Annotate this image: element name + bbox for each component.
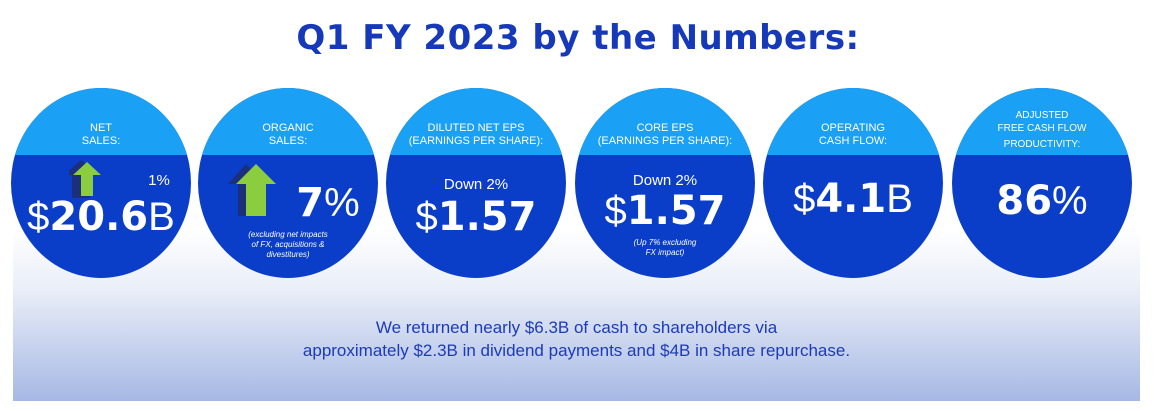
up-arrow-icon [228, 164, 276, 216]
message-line-1: We returned nearly $6.3B of cash to shar… [375, 318, 778, 337]
metric-value-row: 7% [238, 180, 378, 226]
metric-label: FREE CASH FLOW [997, 123, 1087, 134]
metric-change: 1% [148, 172, 170, 189]
up-arrow-icon [69, 160, 101, 198]
metric-net-sales: NET SALES: 1% $20.6B [11, 88, 191, 278]
metric-cap [952, 88, 1132, 155]
metric-suffix: B [886, 177, 913, 221]
metric-cap [575, 88, 755, 155]
metric-label: CORE EPS [636, 122, 694, 134]
metric-value: 1.57 [626, 188, 726, 234]
metric-value: 86 [996, 178, 1053, 224]
summary-band [13, 230, 1140, 401]
metric-label: OPERATING [821, 122, 885, 134]
metric-label: PRODUCTIVITY: [1003, 139, 1081, 150]
metric-note: (excluding net impacts [248, 230, 328, 239]
metric-organic-sales: ORGANIC SALES: 7% (excluding net impacts… [198, 88, 378, 278]
metric-value-row: 86% [952, 178, 1132, 224]
metric-cap [763, 88, 943, 155]
metric-change: Down 2% [443, 176, 509, 193]
metric-label: (EARNINGS PER SHARE): [597, 135, 733, 147]
metric-value: 7 [296, 180, 325, 226]
metric-cap [386, 88, 566, 155]
metric-label: ADJUSTED [1015, 110, 1069, 121]
metric-change: Down 2% [632, 172, 698, 189]
metric-note: of FX, acquisitions & [251, 240, 325, 249]
metric-prefix: $ [793, 177, 816, 221]
metric-label: (EARNINGS PER SHARE): [408, 135, 544, 147]
metric-value: 1.57 [437, 194, 537, 240]
metric-suffix: % [324, 181, 360, 225]
metric-note: divestitures) [266, 250, 310, 259]
message-line-2: approximately $2.3B in dividend payments… [302, 341, 851, 360]
metric-label: DILUTED NET EPS [427, 122, 525, 134]
metric-value: 20.6 [49, 194, 149, 240]
metric-diluted-eps: DILUTED NET EPS (EARNINGS PER SHARE): Do… [386, 88, 566, 278]
metric-label: NET [90, 122, 112, 134]
page-title: Q1 FY 2023 by the Numbers: [296, 18, 860, 58]
metric-label: SALES: [81, 135, 121, 147]
metric-note: FX impact) [645, 248, 685, 257]
metric-suffix: B [148, 195, 175, 239]
metric-operating-cash-flow: OPERATING CASH FLOW: $4.1B [763, 88, 943, 278]
metric-value-row: $1.57 [575, 188, 755, 234]
metric-note: (Up 7% excluding [633, 238, 697, 247]
metric-cap [198, 88, 378, 155]
metric-value-row: $1.57 [386, 194, 566, 240]
metric-suffix: % [1052, 179, 1088, 223]
metric-prefix: $ [415, 195, 438, 239]
metric-label: ORGANIC [262, 122, 314, 134]
metric-cap [11, 88, 191, 155]
metric-label: SALES: [268, 135, 308, 147]
metric-core-eps: CORE EPS (EARNINGS PER SHARE): Down 2% $… [575, 88, 755, 278]
metric-value-row: $4.1B [763, 176, 943, 222]
metric-value-row: $20.6B [11, 194, 191, 240]
metric-label: CASH FLOW: [818, 135, 888, 147]
shareholder-message: We returned nearly $6.3B of cash to shar… [13, 316, 1140, 362]
metric-value: 4.1 [815, 176, 887, 222]
metric-prefix: $ [27, 195, 50, 239]
metric-fcf-productivity: ADJUSTED FREE CASH FLOW PRODUCTIVITY: 86… [952, 88, 1132, 278]
metric-prefix: $ [604, 189, 627, 233]
